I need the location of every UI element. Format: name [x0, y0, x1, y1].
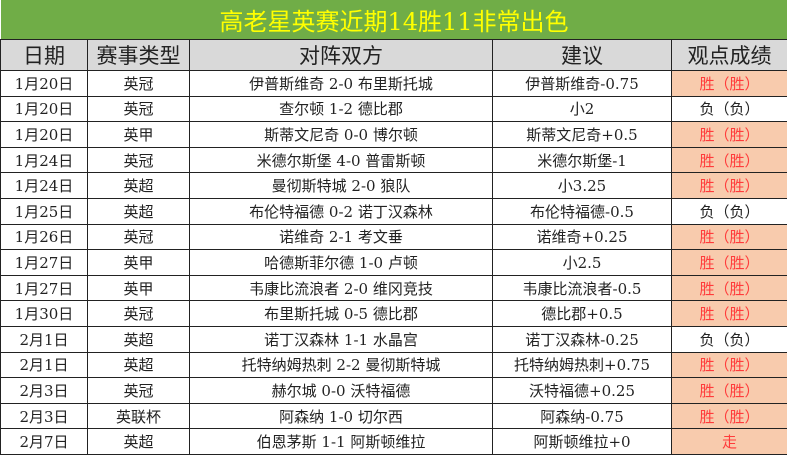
match-cell: 布伦特福德 0-2 诺丁汉森林 [190, 198, 493, 224]
tip-cell: 德比郡+0.5 [493, 301, 672, 327]
date-cell: 1月24日 [1, 173, 88, 199]
league-cell: 英超 [88, 326, 190, 352]
result-cell: 胜（胜） [672, 352, 787, 378]
date-cell: 1月24日 [1, 147, 88, 173]
tip-cell: 伊普斯维奇-0.75 [493, 71, 672, 97]
date-cell: 1月20日 [1, 71, 88, 97]
header-match: 对阵双方 [190, 40, 493, 71]
match-cell: 曼彻斯特城 2-0 狼队 [190, 173, 493, 199]
tip-cell: 小3.25 [493, 173, 672, 199]
league-cell: 英冠 [88, 96, 190, 122]
tip-cell: 沃特福德+0.25 [493, 378, 672, 404]
page-title: 高老星英赛近期14胜11非常出色 [1, 0, 787, 40]
league-cell: 英冠 [88, 378, 190, 404]
header-date: 日期 [1, 40, 88, 71]
tip-cell: 韦康比流浪者-0.5 [493, 275, 672, 301]
match-cell: 诺丁汉森林 1-1 水晶宫 [190, 326, 493, 352]
match-cell: 布里斯托城 0-5 德比郡 [190, 301, 493, 327]
result-cell: 胜（胜） [672, 71, 787, 97]
date-cell: 1月26日 [1, 224, 88, 250]
header-row: 日期 赛事类型 对阵双方 建议 观点成绩 [1, 40, 787, 71]
match-cell: 赫尔城 0-0 沃特福德 [190, 378, 493, 404]
result-cell: 胜（胜） [672, 122, 787, 148]
tip-cell: 米德尔斯堡-1 [493, 147, 672, 173]
date-cell: 1月27日 [1, 275, 88, 301]
match-cell: 伊普斯维奇 2-0 布里斯托城 [190, 71, 493, 97]
tip-cell: 小2.5 [493, 250, 672, 276]
league-cell: 英超 [88, 352, 190, 378]
tip-cell: 布伦特福德-0.5 [493, 198, 672, 224]
result-cell: 胜（胜） [672, 224, 787, 250]
date-cell: 2月1日 [1, 352, 88, 378]
result-cell: 胜（胜） [672, 378, 787, 404]
league-cell: 英冠 [88, 301, 190, 327]
league-cell: 英冠 [88, 147, 190, 173]
result-cell: 负（负） [672, 326, 787, 352]
match-cell: 诺维奇 2-1 考文垂 [190, 224, 493, 250]
result-cell: 负（负） [672, 198, 787, 224]
header-league: 赛事类型 [88, 40, 190, 71]
date-cell: 1月27日 [1, 250, 88, 276]
league-cell: 英超 [88, 198, 190, 224]
result-cell: 胜（胜） [672, 301, 787, 327]
league-cell: 英冠 [88, 224, 190, 250]
tip-cell: 小2 [493, 96, 672, 122]
date-cell: 1月20日 [1, 122, 88, 148]
league-cell: 英甲 [88, 122, 190, 148]
tip-cell: 诺维奇+0.25 [493, 224, 672, 250]
date-cell: 1月30日 [1, 301, 88, 327]
result-cell: 负（负） [672, 96, 787, 122]
result-cell: 胜（胜） [672, 403, 787, 429]
date-cell: 1月25日 [1, 198, 88, 224]
result-cell: 胜（胜） [672, 275, 787, 301]
match-cell: 哈德斯菲尔德 1-0 卢顿 [190, 250, 493, 276]
header-result: 观点成绩 [672, 40, 787, 71]
tip-cell: 斯蒂文尼奇+0.5 [493, 122, 672, 148]
result-cell: 胜（胜） [672, 250, 787, 276]
league-cell: 英甲 [88, 250, 190, 276]
match-cell: 阿森纳 1-0 切尔西 [190, 403, 493, 429]
date-cell: 2月3日 [1, 378, 88, 404]
tip-cell: 诺丁汉森林-0.25 [493, 326, 672, 352]
tip-cell: 阿森纳-0.75 [493, 403, 672, 429]
date-cell: 1月20日 [1, 96, 88, 122]
result-cell: 胜（胜） [672, 173, 787, 199]
date-cell: 2月1日 [1, 326, 88, 352]
league-cell: 英超 [88, 173, 190, 199]
match-cell: 韦康比流浪者 2-0 维冈竞技 [190, 275, 493, 301]
match-cell: 斯蒂文尼奇 0-0 博尔顿 [190, 122, 493, 148]
date-cell: 2月3日 [1, 403, 88, 429]
match-cell: 托特纳姆热刺 2-2 曼彻斯特城 [190, 352, 493, 378]
tip-cell: 托特纳姆热刺+0.75 [493, 352, 672, 378]
league-cell: 英冠 [88, 71, 190, 97]
match-cell: 米德尔斯堡 4-0 普雷斯顿 [190, 147, 493, 173]
league-cell: 英甲 [88, 275, 190, 301]
match-cell: 查尔顿 1-2 德比郡 [190, 96, 493, 122]
league-cell: 英联杯 [88, 403, 190, 429]
header-tip: 建议 [493, 40, 672, 71]
result-cell: 胜（胜） [672, 147, 787, 173]
